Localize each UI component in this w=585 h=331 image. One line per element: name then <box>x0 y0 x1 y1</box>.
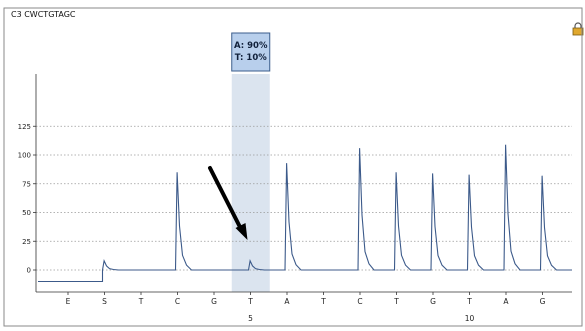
dispensation-label: E <box>66 297 71 306</box>
dispensation-label: T <box>320 297 326 306</box>
dispensation-label: G <box>430 297 436 306</box>
dispensation-label: C <box>357 297 362 306</box>
y-tick-label: 50 <box>22 209 31 217</box>
y-tick-label: 25 <box>22 238 31 246</box>
y-tick-label: 125 <box>18 123 31 131</box>
y-tick-label: 0 <box>27 267 31 275</box>
trace-line <box>38 145 572 282</box>
dispensation-label: A <box>284 297 290 306</box>
y-tick-label: 75 <box>22 180 31 188</box>
position-number: 10 <box>465 314 475 323</box>
panel-border <box>4 8 582 326</box>
dispensation-label: T <box>393 297 399 306</box>
dispensation-label: T <box>138 297 144 306</box>
position-number: 5 <box>248 314 253 323</box>
dispensation-label: T <box>247 297 253 306</box>
callout-text: A: 90% <box>234 41 268 51</box>
dispensation-label: G <box>540 297 546 306</box>
dispensation-label: T <box>466 297 472 306</box>
highlight-band <box>232 74 270 292</box>
y-tick-label: 100 <box>18 152 31 160</box>
dispensation-label: C <box>175 297 180 306</box>
dispensation-label: G <box>211 297 217 306</box>
dispensation-label: S <box>102 297 107 306</box>
callout-text: T: 10% <box>235 53 268 63</box>
allele-callout <box>232 33 270 71</box>
dispensation-label: A <box>503 297 509 306</box>
